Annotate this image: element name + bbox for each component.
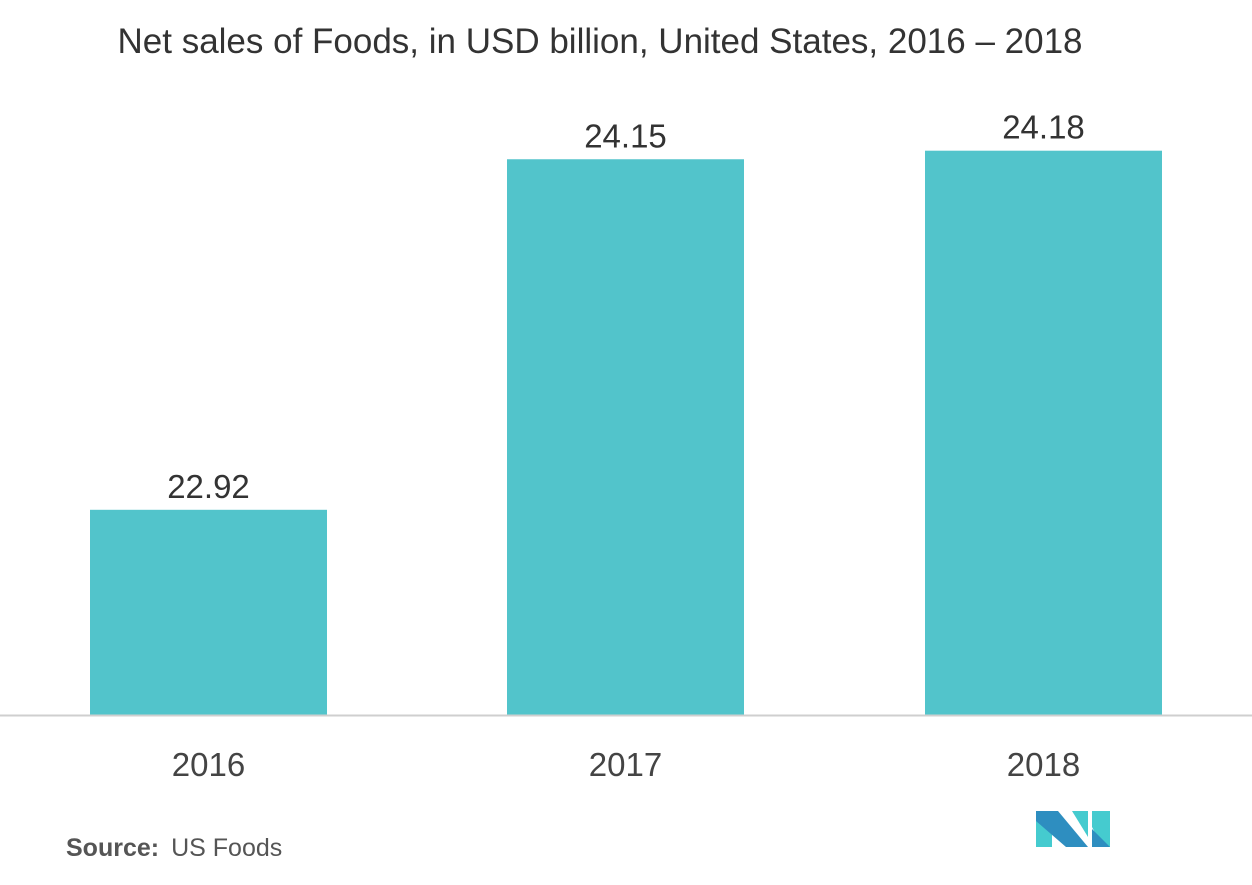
bar-2017 xyxy=(507,159,744,715)
chart-title: Net sales of Foods, in USD billion, Unit… xyxy=(117,22,1083,61)
company-logo xyxy=(1036,811,1110,847)
x-tick-label-2017: 2017 xyxy=(589,746,662,783)
x-tick-label-2018: 2018 xyxy=(1007,746,1080,783)
source-value: US Foods xyxy=(171,834,283,862)
bar-2018 xyxy=(925,150,1162,715)
data-label-2016: 22.92 xyxy=(167,468,250,505)
data-label-2018: 24.18 xyxy=(1002,109,1085,146)
bar-2016 xyxy=(90,509,327,715)
x-tick-label-2016: 2016 xyxy=(172,746,245,783)
source-note: Source: US Foods xyxy=(66,834,282,863)
data-label-2017: 24.15 xyxy=(584,117,667,154)
source-label: Source: xyxy=(66,834,160,862)
